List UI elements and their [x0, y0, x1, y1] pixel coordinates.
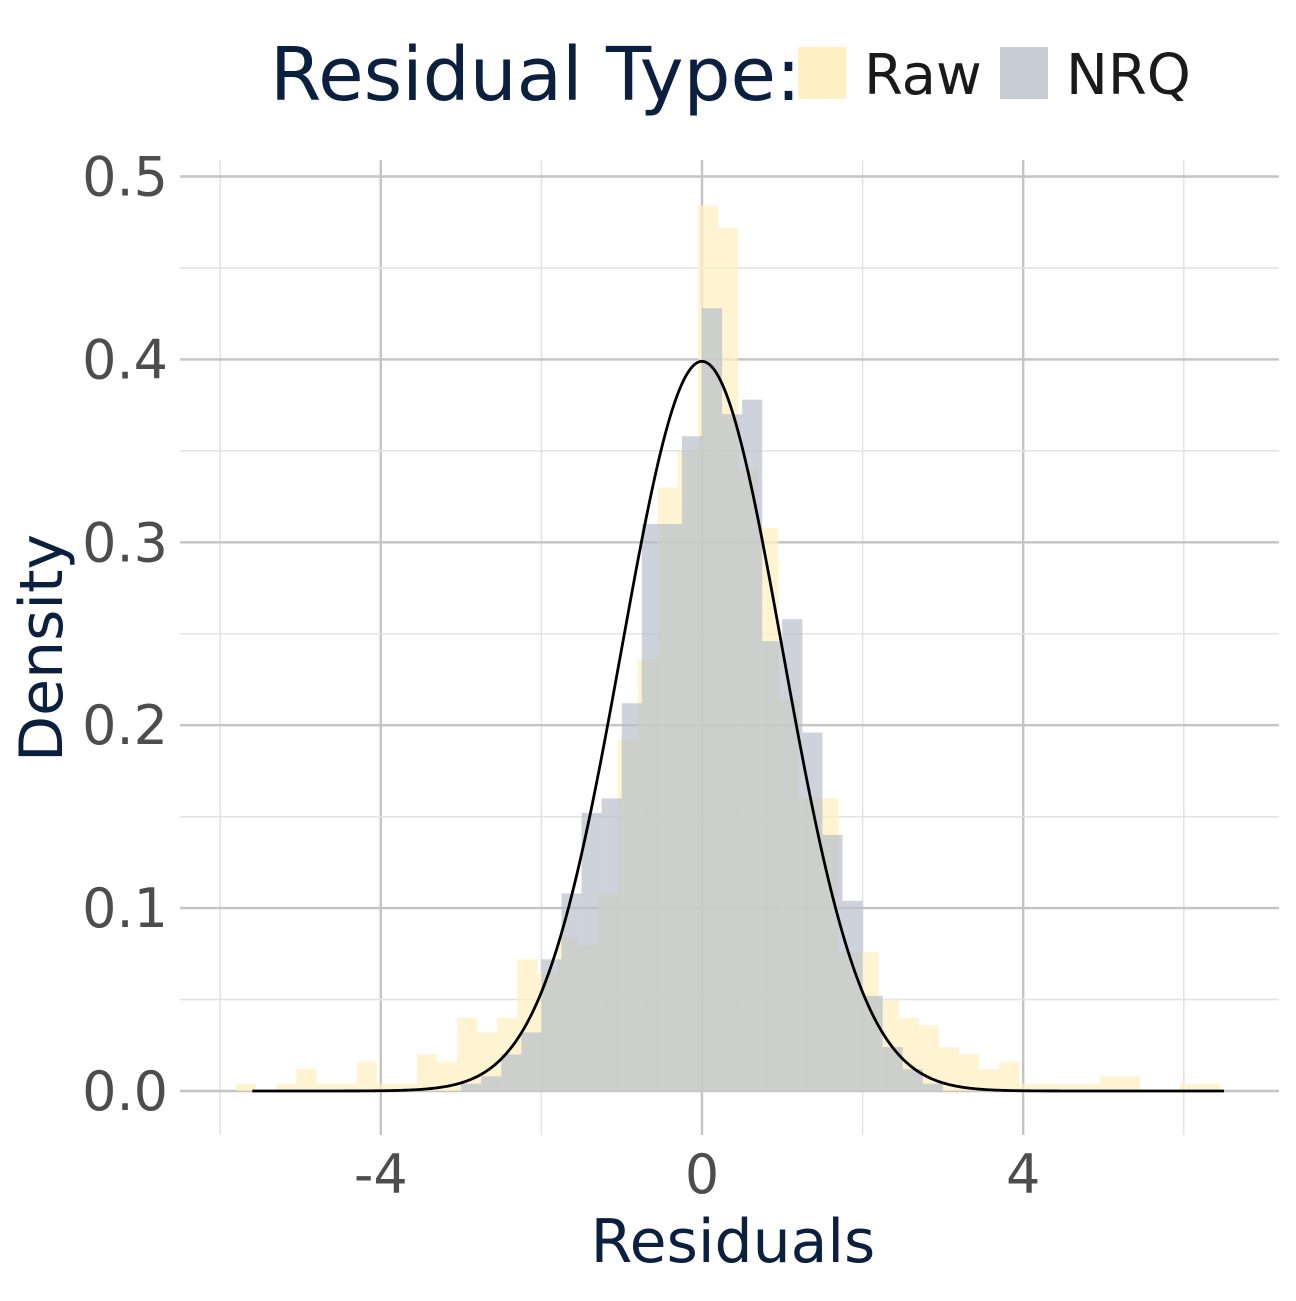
- raw-histogram-bar: [236, 1083, 257, 1091]
- raw-histogram-bar: [1019, 1083, 1040, 1091]
- normal-density-curve: [252, 359, 1224, 1093]
- nrq-histogram-bar: [561, 893, 582, 1091]
- raw-histogram-bar: [296, 1069, 317, 1091]
- legend: Residual Type: Raw NRQ: [270, 32, 1191, 118]
- raw-histogram-bar: [276, 1083, 297, 1091]
- nrq-histogram: [461, 308, 943, 1091]
- nrq-histogram-bar: [461, 1083, 482, 1091]
- raw-histogram-bar: [938, 1047, 959, 1091]
- nrq-histogram-bar: [762, 641, 783, 1091]
- nrq-histogram-bar: [641, 524, 662, 1091]
- nrq-histogram-bar: [702, 308, 723, 1091]
- raw-histogram-bar: [316, 1083, 337, 1091]
- nrq-histogram-bar: [521, 1032, 542, 1091]
- nrq-histogram-bar: [541, 959, 562, 1091]
- normal-curve-layer: [252, 359, 1224, 1093]
- nrq-histogram-bar: [621, 703, 642, 1091]
- x-tick-label: 0: [685, 1143, 719, 1206]
- raw-histogram-bar: [457, 1017, 478, 1091]
- y-tick-label: 0.1: [82, 877, 168, 940]
- nrq-histogram-bar: [922, 1083, 943, 1091]
- legend-label-nrq: NRQ: [1066, 43, 1191, 108]
- nrq-histogram-bar: [902, 1069, 923, 1091]
- raw-histogram-bar: [396, 1083, 417, 1091]
- raw-histogram-bar: [437, 1061, 458, 1091]
- nrq-histogram-bar: [501, 1054, 522, 1091]
- raw-histogram-bar: [1099, 1076, 1120, 1091]
- raw-histogram-bar: [999, 1061, 1020, 1091]
- nrq-histogram-bar: [742, 399, 763, 1091]
- nrq-histogram-bar: [842, 900, 863, 1091]
- legend-swatch-nrq: [1000, 47, 1048, 99]
- nrq-histogram-bar: [802, 732, 823, 1091]
- raw-histogram-bar: [1079, 1083, 1100, 1091]
- x-axis-title: Residuals: [591, 1207, 876, 1277]
- raw-histogram-bar: [336, 1083, 357, 1091]
- raw-histogram-bar: [416, 1054, 438, 1091]
- nrq-histogram-bar: [661, 524, 682, 1091]
- y-axis-title: Density: [7, 534, 77, 762]
- nrq-histogram-bar: [862, 995, 883, 1091]
- y-tick-labels: 0.0 0.1 0.2 0.3 0.4 0.5: [82, 146, 168, 1124]
- nrq-histogram-bar: [581, 812, 602, 1091]
- nrq-histogram-bar: [822, 834, 843, 1091]
- legend-swatch-raw: [798, 47, 846, 99]
- x-tick-label: 4: [1006, 1143, 1040, 1206]
- nrq-histogram-bar: [882, 1047, 903, 1091]
- y-tick-label: 0.2: [82, 694, 168, 757]
- x-tick-label: -4: [354, 1143, 408, 1206]
- nrq-histogram-bar: [681, 436, 702, 1091]
- raw-histogram-bar: [1059, 1083, 1080, 1091]
- nrq-histogram-bar: [722, 414, 743, 1091]
- x-tick-labels: -4 0 4: [354, 1143, 1041, 1206]
- y-tick-label: 0.5: [82, 146, 168, 209]
- raw-histogram-bar: [958, 1054, 980, 1091]
- raw-histogram-bar: [979, 1069, 1000, 1091]
- raw-histogram-bar: [1119, 1076, 1140, 1091]
- raw-histogram-bar: [1179, 1083, 1200, 1091]
- y-tick-label: 0.4: [82, 328, 168, 391]
- raw-histogram-bar: [356, 1061, 377, 1091]
- y-tick-label: 0.3: [82, 511, 168, 574]
- nrq-histogram-bar: [481, 1076, 502, 1091]
- legend-label-raw: Raw: [864, 43, 982, 108]
- nrq-histogram-bar: [782, 619, 803, 1091]
- raw-histogram-bar: [376, 1083, 397, 1091]
- legend-title: Residual Type:: [270, 32, 801, 118]
- raw-histogram-bar: [1199, 1083, 1220, 1091]
- y-tick-label: 0.0: [82, 1060, 168, 1123]
- raw-histogram-bar: [1039, 1083, 1060, 1091]
- nrq-histogram-bar: [601, 798, 622, 1091]
